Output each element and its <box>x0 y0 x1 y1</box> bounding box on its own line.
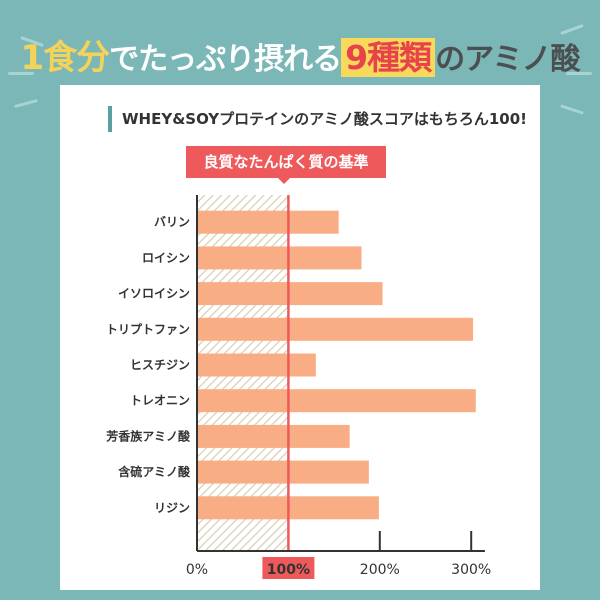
title-part: でたっぷり摂れる <box>109 42 342 77</box>
title-highlight: 9種類 <box>341 38 436 77</box>
bar <box>197 210 339 234</box>
tick-label: 300% <box>451 562 491 578</box>
category-label: イソロイシン <box>118 287 190 301</box>
reference-badge: 良質なたんぱく質の基準 <box>186 146 386 184</box>
category-label: トレオニン <box>130 394 190 408</box>
title-part: のアミノ酸 <box>435 42 580 77</box>
bar <box>197 282 383 306</box>
bar <box>197 389 476 413</box>
bar <box>197 246 362 270</box>
bar <box>197 317 474 341</box>
bar <box>197 460 369 484</box>
tick-label: 0% <box>186 562 208 578</box>
bar <box>197 424 350 448</box>
category-label: ヒスチジン <box>130 358 190 372</box>
chart-subtitle: WHEY&SOYプロテインのアミノ酸スコアはもちろん100! <box>108 106 527 132</box>
page-title: 1食分でたっぷり摂れる 9種類 のアミノ酸 <box>0 30 600 79</box>
bar <box>197 353 316 377</box>
category-label: ロイシン <box>142 251 190 265</box>
category-label: 含硫アミノ酸 <box>118 464 191 479</box>
category-label: 芳香族アミノ酸 <box>106 428 191 443</box>
tick-label: 200% <box>360 562 400 578</box>
category-label: トリプトファン <box>106 321 190 336</box>
title-part: 1食分 <box>20 38 110 78</box>
category-label: リジン <box>154 501 190 515</box>
highlighted-tick-bg <box>262 557 315 579</box>
category-label: バリン <box>154 215 190 229</box>
tick-label: 100% <box>267 562 310 578</box>
